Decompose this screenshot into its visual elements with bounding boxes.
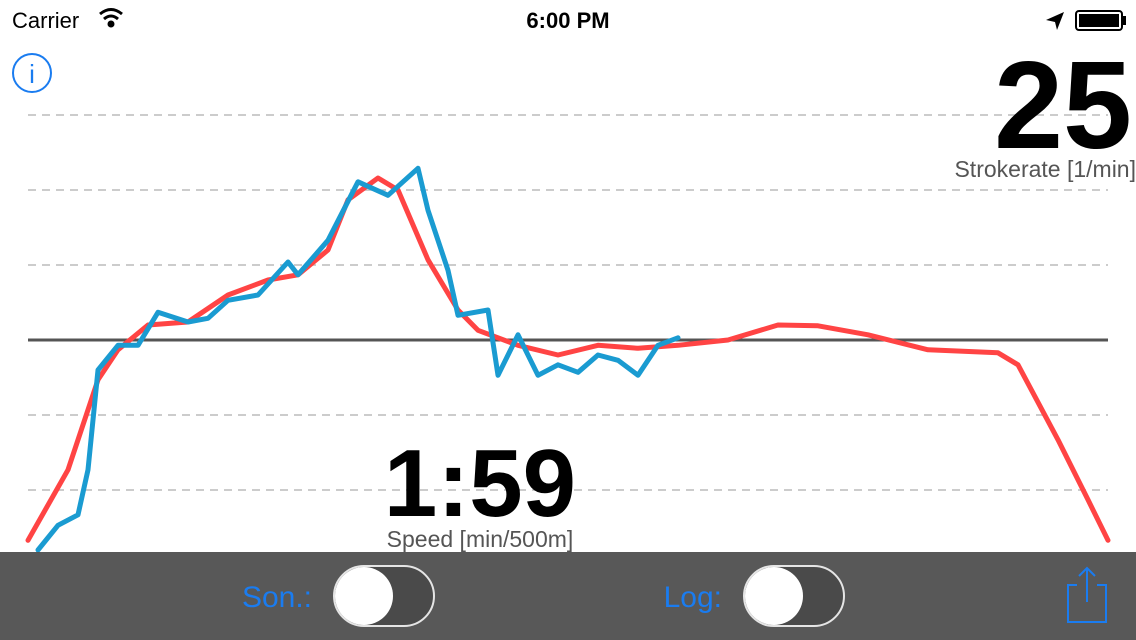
strokerate-label: Strokerate [1/min] xyxy=(954,156,1136,182)
share-button[interactable] xyxy=(1067,566,1107,623)
info-button[interactable]: i xyxy=(12,53,52,93)
sound-switch[interactable] xyxy=(333,565,435,627)
battery-icon xyxy=(1075,10,1126,31)
speed-value: 1:59 xyxy=(384,430,576,537)
toolbar-background xyxy=(0,552,1136,640)
info-glyph: i xyxy=(29,59,35,89)
location-icon xyxy=(1046,12,1064,30)
speed-label: Speed [min/500m] xyxy=(387,526,574,552)
series-line xyxy=(35,165,681,553)
carrier: Carrier xyxy=(12,8,79,33)
chart xyxy=(25,114,1111,553)
log-label: Log: xyxy=(664,581,722,614)
clock: 6:00 PM xyxy=(526,8,609,33)
sound-label: Son.: xyxy=(242,581,312,614)
strokerate-value: 25 xyxy=(994,37,1132,175)
toolbar: Son.: Log: xyxy=(0,552,1136,640)
wifi-icon xyxy=(99,8,123,28)
log-switch[interactable] xyxy=(743,565,845,627)
